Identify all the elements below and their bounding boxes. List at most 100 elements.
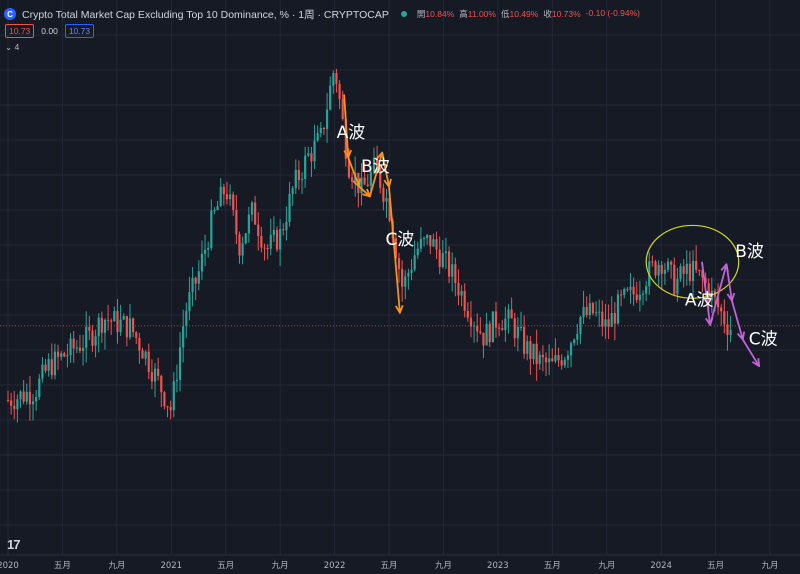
candle-body <box>604 319 607 327</box>
candle-body <box>447 251 451 277</box>
candle-body <box>322 127 326 130</box>
candle-body <box>160 375 163 393</box>
wave-arrowhead <box>343 149 353 159</box>
candle-body <box>147 351 150 373</box>
candle-body <box>254 202 257 225</box>
candle-body <box>394 238 397 259</box>
candle-body <box>666 261 670 270</box>
candle-body <box>663 269 666 274</box>
candle-body <box>554 355 557 362</box>
candle-body <box>25 391 28 402</box>
candle-body <box>544 357 548 363</box>
candle-body <box>673 264 676 295</box>
wave-arrowhead <box>720 263 729 273</box>
candle-body <box>294 169 297 189</box>
candle-body <box>610 312 613 327</box>
candle-body <box>645 286 648 294</box>
candle-body <box>566 355 570 360</box>
candle-body <box>538 354 541 365</box>
candle-body <box>75 347 78 349</box>
candle-body <box>469 317 473 327</box>
highlight-circle <box>645 224 740 299</box>
candle-body <box>582 307 585 318</box>
candle-body <box>319 127 322 134</box>
candle-body <box>197 271 200 284</box>
candle-body <box>307 153 310 156</box>
candle-body <box>300 178 304 180</box>
candle-body <box>451 264 454 277</box>
candle-body <box>401 269 404 287</box>
candle-body <box>207 247 210 250</box>
collapse-indicators-button[interactable]: ⌄ 4 <box>5 42 19 53</box>
candle-body <box>310 153 313 162</box>
candle-body <box>169 407 172 411</box>
candle-body <box>648 261 651 287</box>
candle-body <box>695 260 698 270</box>
x-tick-label: 九月 <box>108 561 125 571</box>
candle-body <box>563 359 566 366</box>
candle-body <box>213 210 216 212</box>
candle-body <box>385 198 388 202</box>
candle-body <box>472 325 476 327</box>
ohlc-readout: 開10.84% 高11.00% 低10.49% 收10.73% -0.10 (-… <box>416 8 641 19</box>
x-tick-label: 2024 <box>650 561 672 571</box>
candle-body <box>479 331 482 333</box>
candle-body <box>35 397 38 402</box>
candle-body <box>28 391 31 405</box>
candle-body <box>573 339 576 344</box>
candle-body <box>178 347 182 380</box>
value-badge-red: 10.73 <box>5 24 35 38</box>
candle-body <box>232 194 235 210</box>
symbol-title[interactable]: Crypto Total Market Cap Excluding Top 10… <box>22 8 389 21</box>
candle-body <box>66 355 69 357</box>
candle-body <box>141 350 144 359</box>
tradingview-logo-icon: 17 <box>7 537 21 552</box>
candle-body <box>723 311 726 325</box>
candle-body <box>369 171 372 186</box>
candle-body <box>128 318 132 338</box>
candle-body <box>182 326 185 348</box>
candle-body <box>701 270 704 278</box>
candle-body <box>419 238 423 249</box>
candle-body <box>363 177 366 185</box>
candle-body <box>22 391 25 402</box>
candle-body <box>654 261 657 276</box>
x-tick-label: 九月 <box>435 561 452 571</box>
candle-body <box>329 85 332 110</box>
candle-body <box>720 307 723 312</box>
candle-body <box>313 140 316 162</box>
candle-body <box>613 312 616 324</box>
candle-body <box>191 277 194 293</box>
candle-body <box>260 236 263 248</box>
chart-header: C Crypto Total Market Cap Excluding Top … <box>4 6 640 22</box>
wave-label: A波 <box>685 291 714 311</box>
candle-body <box>498 327 501 329</box>
x-tick-label: 九月 <box>598 561 615 571</box>
candle-body <box>519 327 523 329</box>
candle-body <box>541 354 545 358</box>
candle-body <box>113 311 116 322</box>
candle-body <box>291 188 294 194</box>
candle-body <box>10 400 13 406</box>
candle-body <box>110 320 113 322</box>
x-tick-label: 九月 <box>272 561 289 571</box>
candle-body <box>372 157 376 172</box>
candle-body <box>91 330 94 346</box>
candle-body <box>338 83 341 100</box>
candle-body <box>726 324 729 335</box>
wave-arrowhead <box>352 178 361 188</box>
candle-body <box>97 317 100 337</box>
candle-body <box>172 381 175 411</box>
candle-body <box>410 269 413 273</box>
candle-body <box>460 290 463 296</box>
candle-body <box>388 198 391 221</box>
candle-body <box>341 99 344 120</box>
wave-arrowhead <box>726 292 736 302</box>
candle-body <box>238 234 241 256</box>
candle-body <box>266 248 269 250</box>
wave-arrowhead <box>395 304 404 314</box>
candle-body <box>85 327 88 348</box>
candle-body <box>69 338 72 356</box>
candle-body <box>382 187 385 202</box>
